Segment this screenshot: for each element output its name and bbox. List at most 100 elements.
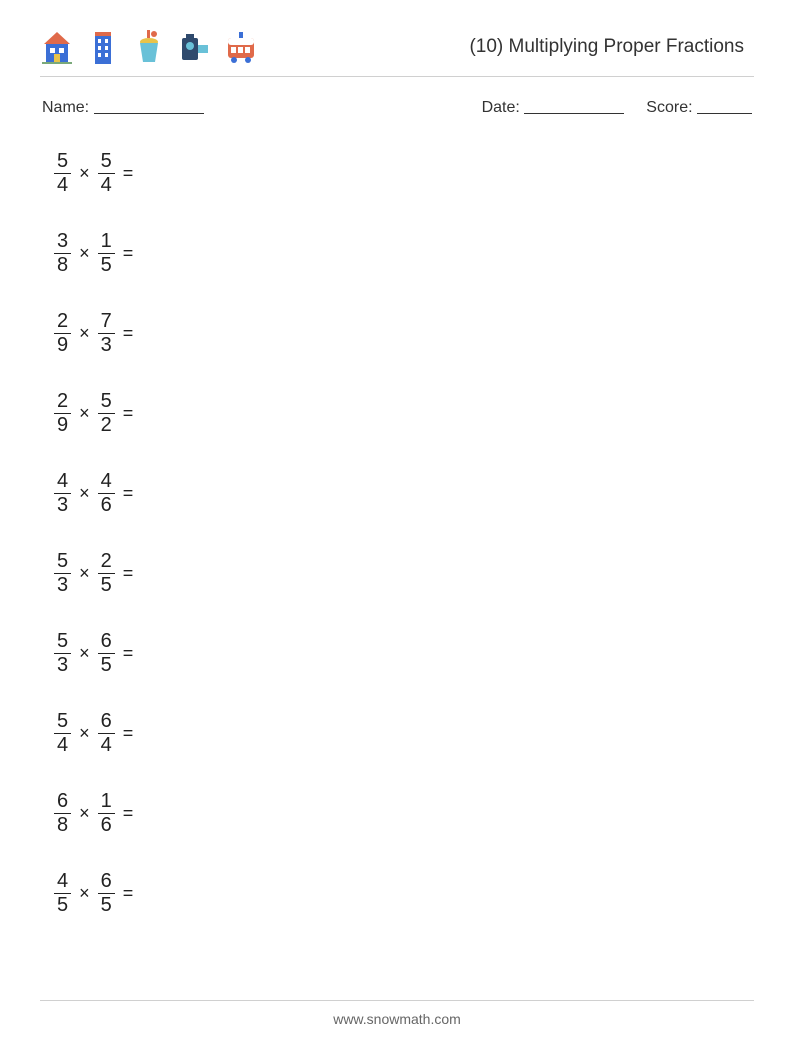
fraction-denominator: 3 bbox=[54, 493, 71, 516]
fraction-numerator: 1 bbox=[98, 231, 115, 253]
header-icons bbox=[40, 28, 258, 66]
fraction-numerator: 2 bbox=[98, 551, 115, 573]
fraction: 54 bbox=[54, 151, 71, 196]
fraction-numerator: 6 bbox=[54, 791, 71, 813]
fraction-denominator: 5 bbox=[54, 893, 71, 916]
date-blank[interactable] bbox=[524, 97, 624, 114]
date-label: Date: bbox=[482, 99, 520, 116]
fraction-denominator: 4 bbox=[98, 733, 115, 756]
multiply-operator: × bbox=[71, 323, 98, 344]
problem-row: 53×25= bbox=[54, 551, 754, 596]
fraction: 54 bbox=[98, 151, 115, 196]
name-field: Name: bbox=[42, 95, 204, 117]
info-left: Name: bbox=[42, 95, 204, 117]
problems-list: 54×54=38×15=29×73=29×52=43×46=53×25=53×6… bbox=[40, 151, 754, 916]
fraction: 64 bbox=[98, 711, 115, 756]
house-icon bbox=[40, 28, 74, 66]
fraction-denominator: 5 bbox=[98, 653, 115, 676]
fraction: 65 bbox=[98, 631, 115, 676]
fraction: 73 bbox=[98, 311, 115, 356]
multiply-operator: × bbox=[71, 803, 98, 824]
worksheet-page: (10) Multiplying Proper Fractions Name: … bbox=[0, 0, 794, 916]
name-label: Name: bbox=[42, 99, 89, 116]
fraction-denominator: 5 bbox=[98, 253, 115, 276]
info-right: Date: Score: bbox=[482, 95, 752, 117]
score-blank[interactable] bbox=[697, 97, 752, 114]
fraction: 45 bbox=[54, 871, 71, 916]
fraction-numerator: 5 bbox=[54, 711, 71, 733]
fraction: 65 bbox=[98, 871, 115, 916]
fraction-denominator: 6 bbox=[98, 493, 115, 516]
problem-row: 68×16= bbox=[54, 791, 754, 836]
fraction-denominator: 4 bbox=[54, 733, 71, 756]
tram-icon bbox=[224, 28, 258, 66]
fraction-numerator: 4 bbox=[54, 871, 71, 893]
multiply-operator: × bbox=[71, 723, 98, 744]
fraction-denominator: 5 bbox=[98, 893, 115, 916]
fraction-denominator: 2 bbox=[98, 413, 115, 436]
worksheet-title: (10) Multiplying Proper Fractions bbox=[469, 36, 754, 58]
equals-sign: = bbox=[115, 803, 134, 824]
fraction-denominator: 4 bbox=[54, 173, 71, 196]
problem-row: 53×65= bbox=[54, 631, 754, 676]
fraction-denominator: 3 bbox=[98, 333, 115, 356]
fraction-numerator: 7 bbox=[98, 311, 115, 333]
fraction-numerator: 6 bbox=[98, 711, 115, 733]
footer-link[interactable]: www.snowmath.com bbox=[333, 1011, 461, 1027]
fraction-denominator: 6 bbox=[98, 813, 115, 836]
camera-icon bbox=[178, 28, 212, 66]
equals-sign: = bbox=[115, 323, 134, 344]
multiply-operator: × bbox=[71, 403, 98, 424]
multiply-operator: × bbox=[71, 883, 98, 904]
fraction-numerator: 4 bbox=[98, 471, 115, 493]
multiply-operator: × bbox=[71, 243, 98, 264]
fraction-denominator: 5 bbox=[98, 573, 115, 596]
fraction-numerator: 4 bbox=[54, 471, 71, 493]
fraction-numerator: 6 bbox=[98, 631, 115, 653]
equals-sign: = bbox=[115, 243, 134, 264]
fraction-denominator: 3 bbox=[54, 653, 71, 676]
problem-row: 54×54= bbox=[54, 151, 754, 196]
fraction-denominator: 8 bbox=[54, 813, 71, 836]
equals-sign: = bbox=[115, 163, 134, 184]
fraction: 29 bbox=[54, 311, 71, 356]
problem-row: 38×15= bbox=[54, 231, 754, 276]
problem-row: 54×64= bbox=[54, 711, 754, 756]
fraction-denominator: 9 bbox=[54, 413, 71, 436]
fraction: 46 bbox=[98, 471, 115, 516]
fraction-numerator: 5 bbox=[54, 631, 71, 653]
fraction-numerator: 2 bbox=[54, 311, 71, 333]
footer: www.snowmath.com bbox=[40, 1000, 754, 1027]
multiply-operator: × bbox=[71, 163, 98, 184]
info-row: Name: Date: Score: bbox=[40, 95, 754, 117]
multiply-operator: × bbox=[71, 483, 98, 504]
fraction: 16 bbox=[98, 791, 115, 836]
equals-sign: = bbox=[115, 563, 134, 584]
name-blank[interactable] bbox=[94, 97, 204, 114]
fraction-numerator: 2 bbox=[54, 391, 71, 413]
fraction-numerator: 5 bbox=[54, 151, 71, 173]
fraction-numerator: 6 bbox=[98, 871, 115, 893]
problem-row: 43×46= bbox=[54, 471, 754, 516]
fraction-denominator: 9 bbox=[54, 333, 71, 356]
equals-sign: = bbox=[115, 643, 134, 664]
score-field: Score: bbox=[646, 95, 752, 117]
equals-sign: = bbox=[115, 483, 134, 504]
bucket-icon bbox=[132, 28, 166, 66]
problem-row: 45×65= bbox=[54, 871, 754, 916]
fraction: 54 bbox=[54, 711, 71, 756]
score-label: Score: bbox=[646, 99, 692, 116]
fraction: 43 bbox=[54, 471, 71, 516]
fraction: 29 bbox=[54, 391, 71, 436]
fraction-denominator: 3 bbox=[54, 573, 71, 596]
multiply-operator: × bbox=[71, 563, 98, 584]
fraction: 38 bbox=[54, 231, 71, 276]
fraction: 52 bbox=[98, 391, 115, 436]
fraction: 68 bbox=[54, 791, 71, 836]
equals-sign: = bbox=[115, 723, 134, 744]
problem-row: 29×52= bbox=[54, 391, 754, 436]
multiply-operator: × bbox=[71, 643, 98, 664]
fraction-numerator: 3 bbox=[54, 231, 71, 253]
fraction-numerator: 5 bbox=[98, 391, 115, 413]
fraction: 53 bbox=[54, 631, 71, 676]
